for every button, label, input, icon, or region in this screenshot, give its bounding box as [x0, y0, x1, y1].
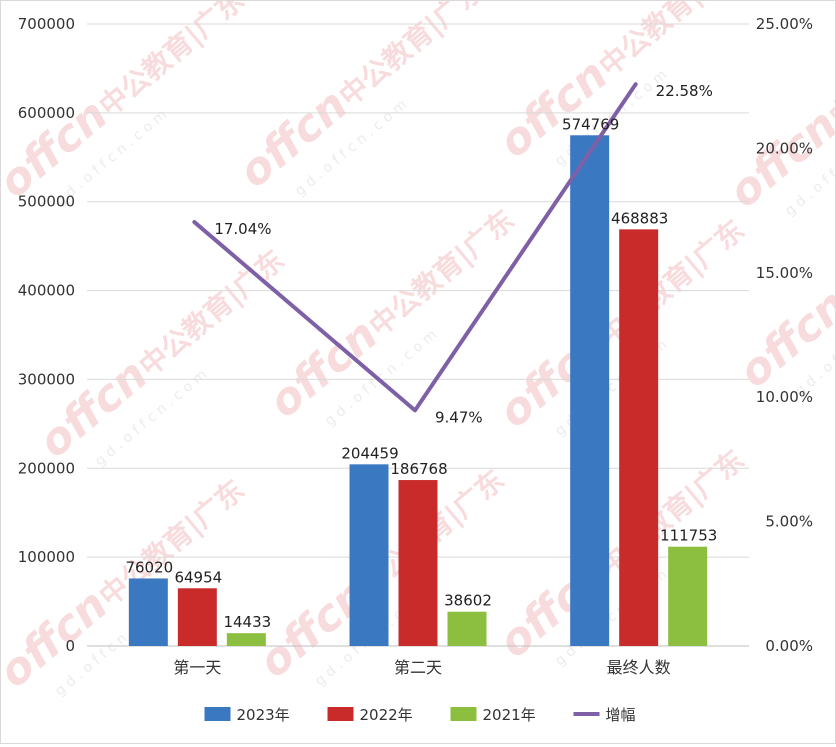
right-tick-label: 5.00% — [765, 513, 813, 531]
watermark-text: 中公教育|广东 — [93, 473, 251, 613]
bar — [349, 464, 389, 646]
line-point — [413, 408, 417, 412]
legend-swatch — [327, 707, 354, 721]
bar-value-label: 14433 — [223, 613, 271, 631]
right-tick-label: 25.00% — [756, 15, 813, 33]
right-tick-label: 0.00% — [765, 637, 813, 655]
right-tick-label: 10.00% — [756, 388, 813, 406]
bar — [128, 578, 168, 646]
data-labels: 76020 204459 574769 64954 186768 468883 14433 3… — [125, 82, 717, 631]
legend-label: 增幅 — [606, 706, 636, 724]
watermark-text: 中公教育|广东 — [593, 1, 751, 83]
watermark-logo: offcn — [229, 79, 357, 198]
bar — [570, 135, 610, 647]
watermark-text: 中公教育|广东 — [363, 203, 521, 343]
line-point — [192, 220, 196, 224]
legend-label: 2022年 — [360, 706, 413, 724]
right-axis: 0.00% 5.00% 10.00% 15.00% 20.00% 25.00% — [756, 15, 813, 655]
right-tick-label: 15.00% — [756, 264, 813, 282]
watermark-text: 中公教育|广东 — [133, 243, 291, 383]
bar — [398, 480, 438, 646]
left-tick-label: 500000 — [18, 193, 75, 211]
watermark-text: 中公教育|广东 — [333, 1, 491, 113]
bar-value-label: 186768 — [390, 460, 447, 478]
bar-value-label: 64954 — [174, 568, 222, 586]
category-label: 第一天 — [173, 658, 221, 677]
line-point — [634, 82, 638, 86]
bar-value-label: 76020 — [125, 558, 173, 576]
bar-value-label: 204459 — [341, 444, 398, 462]
legend: 2023年 2022年 2021年 增幅 — [204, 706, 636, 724]
bar-value-label: 111753 — [660, 527, 717, 545]
watermark-logo: offcn — [29, 349, 157, 468]
bar — [226, 633, 266, 646]
left-axis: 0 100000 200000 300000 400000 500000 600000 700… — [18, 15, 75, 655]
legend-swatch — [204, 707, 231, 721]
left-tick-label: 200000 — [18, 459, 75, 477]
line-series — [192, 82, 638, 413]
left-tick-label: 100000 — [18, 548, 75, 566]
left-tick-label: 0 — [65, 637, 75, 655]
category-label: 第二天 — [394, 658, 442, 677]
category-label: 最终人数 — [607, 658, 671, 677]
bar-value-label: 38602 — [444, 592, 492, 610]
x-axis: 第一天 第二天 最终人数 — [173, 658, 670, 677]
left-tick-label: 600000 — [18, 104, 75, 122]
line-value-label: 22.58% — [656, 82, 713, 100]
bar — [619, 229, 659, 647]
watermark-text: 中公教育|广东 — [93, 1, 251, 123]
bar-series — [128, 135, 708, 647]
legend-label: 2023年 — [237, 706, 290, 724]
watermark-text: 中公教育|广东 — [593, 213, 751, 353]
watermark-logo: offcn — [719, 99, 835, 218]
legend-swatch — [450, 707, 477, 721]
bar-value-label: 468883 — [611, 209, 668, 227]
left-tick-label: 300000 — [18, 370, 75, 388]
right-tick-label: 20.00% — [756, 139, 813, 157]
bar — [668, 546, 708, 646]
line-value-label: 9.47% — [435, 408, 483, 426]
left-tick-label: 700000 — [18, 15, 75, 33]
left-tick-label: 400000 — [18, 282, 75, 300]
bar — [177, 588, 217, 646]
legend-label: 2021年 — [483, 706, 536, 724]
line-value-label: 17.04% — [214, 220, 271, 238]
bar — [447, 611, 487, 646]
bar-value-label: 574769 — [562, 115, 619, 133]
